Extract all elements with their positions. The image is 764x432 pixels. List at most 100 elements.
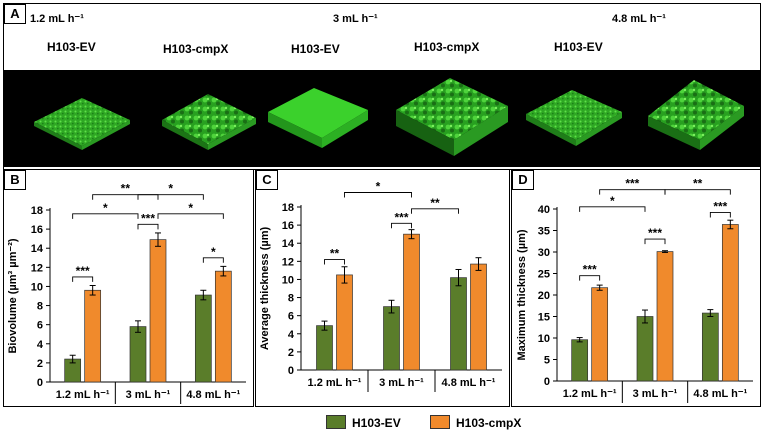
x-tick-label: 4.8 mL h⁻¹ — [186, 389, 240, 401]
legend-swatch-ev — [326, 415, 346, 429]
significance-label: *** — [625, 177, 639, 191]
significance-bracket — [137, 194, 204, 200]
y-axis-label: Biovolume (µm³ µm⁻²) — [7, 238, 19, 353]
panel-c-frame — [255, 169, 510, 407]
bar-h103-cmpx — [591, 287, 609, 382]
y-tick-label: 10 — [31, 281, 43, 293]
significance-bracket — [391, 222, 412, 229]
y-tick-label: 15 — [538, 312, 550, 324]
flow-label-3: 4.8 mL h⁻¹ — [612, 13, 666, 25]
y-tick-label: 16 — [31, 224, 43, 236]
significance-bracket — [664, 189, 731, 195]
y-tick-label: 14 — [282, 238, 295, 250]
y-tick-label: 35 — [538, 226, 550, 238]
x-tick-label: 1.2 mL h⁻¹ — [563, 388, 617, 400]
y-tick-label: 12 — [31, 262, 43, 274]
biofilm-image-2 — [162, 94, 256, 150]
significance-bracket — [344, 192, 412, 198]
significance-label: *** — [648, 226, 662, 240]
panel-b-frame — [3, 169, 254, 407]
y-tick-label: 6 — [288, 311, 294, 323]
x-tick-label: 4.8 mL h⁻¹ — [693, 388, 747, 400]
y-tick-label: 10 — [538, 333, 550, 345]
confocal-image-strip — [4, 70, 760, 167]
y-tick-label: 6 — [37, 320, 43, 332]
panel-label-c: C — [256, 170, 278, 190]
panel-label-d: D — [512, 170, 534, 190]
strain-label-2: H103-cmpX — [163, 42, 229, 56]
significance-label: * — [103, 201, 108, 215]
panel-d-frame — [511, 169, 761, 407]
strain-label-1: H103-EV — [47, 40, 96, 54]
y-tick-label: 14 — [31, 243, 44, 255]
bar-h103-ev — [701, 312, 719, 382]
biofilm-image-5 — [526, 90, 622, 146]
y-tick-label: 30 — [538, 247, 550, 259]
legend-swatch-cmpx — [430, 415, 450, 429]
y-tick-label: 2 — [37, 358, 43, 370]
significance-bracket — [202, 257, 224, 263]
x-tick-label: 3 mL h⁻¹ — [379, 377, 424, 389]
significance-bracket — [92, 194, 159, 200]
strain-label-5: H103-EV — [554, 40, 603, 54]
significance-label: * — [188, 201, 193, 215]
biofilm-image-4 — [396, 78, 508, 156]
y-tick-label: 25 — [538, 269, 550, 281]
biofilm-image-6 — [648, 80, 744, 150]
legend-label-cmpx: H103-cmpX — [456, 416, 522, 430]
panel-label-a: A — [4, 4, 26, 24]
y-tick-label: 8 — [37, 301, 43, 313]
significance-bracket — [709, 211, 731, 218]
y-tick-label: 4 — [288, 329, 295, 341]
significance-label: * — [168, 182, 173, 196]
significance-label: *** — [394, 210, 408, 224]
y-tick-label: 0 — [544, 376, 550, 388]
panel-label-b: B — [4, 170, 26, 190]
x-tick-label: 1.2 mL h⁻¹ — [308, 377, 362, 389]
significance-bracket — [137, 223, 159, 230]
significance-bracket — [72, 213, 139, 219]
y-axis-label: Maximum thickness (µm) — [516, 229, 528, 360]
y-tick-label: 0 — [37, 377, 43, 389]
y-axis-label: Average thickness (µm) — [259, 227, 271, 351]
y-tick-label: 12 — [282, 256, 294, 268]
y-tick-label: 4 — [37, 339, 44, 351]
significance-label: ** — [330, 247, 340, 261]
y-tick-label: 18 — [282, 202, 294, 214]
significance-bracket — [72, 276, 94, 282]
significance-bracket — [157, 213, 224, 219]
significance-label: * — [610, 194, 615, 208]
significance-label: ** — [430, 196, 440, 210]
significance-bracket — [579, 275, 601, 281]
strain-label-3: H103-EV — [291, 42, 340, 56]
significance-bracket — [644, 238, 666, 245]
y-tick-label: 20 — [538, 290, 550, 302]
bar-h103-ev — [571, 339, 589, 382]
legend-item-ev: H103-EV — [326, 415, 401, 430]
y-tick-label: 8 — [288, 293, 294, 305]
y-tick-label: 2 — [288, 347, 294, 359]
significance-bracket — [324, 259, 345, 265]
x-tick-label: 3 mL h⁻¹ — [633, 388, 678, 400]
y-tick-label: 5 — [544, 355, 550, 367]
x-tick-label: 1.2 mL h⁻¹ — [56, 389, 110, 401]
y-tick-label: 0 — [288, 365, 294, 377]
strain-label-4: H103-cmpX — [414, 40, 480, 54]
y-tick-label: 40 — [538, 204, 550, 216]
significance-label: ** — [693, 177, 703, 191]
biofilm-image-3 — [268, 88, 368, 148]
y-tick-label: 16 — [282, 220, 294, 232]
x-tick-label: 3 mL h⁻¹ — [126, 389, 171, 401]
significance-label: ** — [121, 182, 131, 196]
bar-h103-cmpx — [721, 224, 739, 382]
x-tick-label: 4.8 mL h⁻¹ — [442, 377, 496, 389]
y-tick-label: 18 — [31, 205, 43, 217]
legend-label-ev: H103-EV — [352, 416, 401, 430]
significance-label: *** — [713, 199, 727, 213]
significance-label: * — [376, 180, 381, 194]
y-tick-label: 10 — [282, 274, 294, 286]
flow-label-2: 3 mL h⁻¹ — [333, 13, 378, 25]
